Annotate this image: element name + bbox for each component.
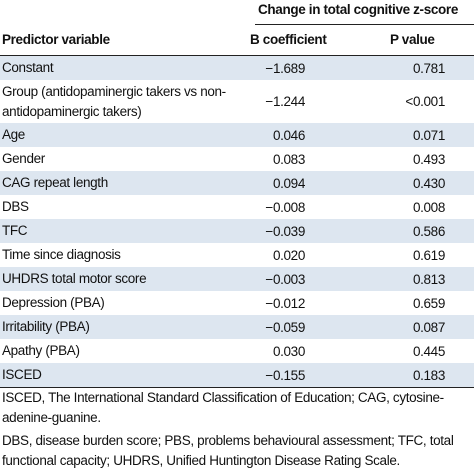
row-label: Gender [2, 151, 45, 166]
table-row: Gender 0.083 0.493 [0, 147, 474, 171]
cell: 0.619 [412, 247, 445, 263]
row-label: Constant [2, 60, 54, 75]
table-body: Constant −1.689 0.781 Group (antidopaminerg… [0, 56, 474, 388]
row-label: Irritability (PBA) [2, 319, 90, 334]
column-header: B coefficient [250, 32, 327, 47]
cell: 0.430 [412, 175, 445, 191]
spanning-header: Change in total cognitive z-score [258, 2, 458, 17]
column-header: Predictor variable [2, 32, 110, 47]
row-label: ISCED [2, 367, 42, 382]
cell: 0.083 [272, 151, 305, 167]
table-row: Age 0.046 0.071 [0, 123, 474, 147]
row-label: UHDRS total motor score [2, 271, 147, 286]
table-row: CAG repeat length 0.094 0.430 [0, 171, 474, 195]
cell: −0.059 [265, 319, 305, 335]
table-row: Irritability (PBA) −0.059 0.087 [0, 315, 474, 339]
row-label: DBS [2, 199, 29, 214]
cell: 0.030 [272, 343, 305, 359]
footnote: ISCED, The International Standard Classi… [2, 390, 444, 425]
table-row: DBS −0.008 0.008 [0, 195, 474, 219]
cell: 0.008 [412, 199, 445, 215]
row-label: Apathy (PBA) [2, 343, 80, 358]
table-row: Time since diagnosis 0.020 0.619 [0, 243, 474, 267]
cell: 0.445 [412, 343, 445, 359]
row-label: CAG repeat length [2, 175, 108, 190]
cell: −1.689 [265, 60, 305, 76]
table-row: Constant −1.689 0.781 [0, 56, 474, 80]
rule [255, 24, 474, 25]
row-label: Time since diagnosis [2, 247, 121, 262]
cell: 0.183 [412, 367, 445, 383]
table-row: Apathy (PBA) 0.030 0.445 [0, 339, 474, 363]
table-row: ISCED −0.155 0.183 [0, 363, 474, 387]
cell: 0.071 [412, 127, 445, 143]
row-label: Age [2, 127, 25, 142]
cell: −0.039 [265, 223, 305, 239]
cell: 0.046 [272, 127, 305, 143]
table-row: Group (antidopaminergic takers vs non-an… [0, 80, 474, 123]
cell: 0.659 [412, 295, 445, 311]
column-header: P value [390, 32, 435, 47]
cell: 0.020 [272, 247, 305, 263]
cell: −0.003 [265, 271, 305, 287]
cell: 0.493 [412, 151, 445, 167]
cell: 0.813 [412, 271, 445, 287]
cell: 0.094 [272, 175, 305, 191]
table-row: UHDRS total motor score −0.003 0.813 [0, 267, 474, 291]
cell: <0.001 [405, 94, 445, 109]
table-row: TFC −0.039 0.586 [0, 219, 474, 243]
cell: 0.087 [412, 319, 445, 335]
header-row: Predictor variable B coefficient P value [0, 28, 474, 56]
table-row: Depression (PBA) −0.012 0.659 [0, 291, 474, 315]
footnotes: ISCED, The International Standard Classi… [2, 388, 472, 474]
row-label: Depression (PBA) [2, 295, 105, 310]
cell: −0.012 [265, 295, 305, 311]
footnote: DBS, disease burden score; PBS, problems… [2, 433, 454, 468]
cell: −0.008 [265, 199, 305, 215]
cell: 0.781 [412, 60, 445, 76]
cell: 0.586 [412, 223, 445, 239]
row-label: Group (antidopaminergic takers vs non-an… [2, 83, 226, 119]
cell: −0.155 [265, 367, 305, 383]
row-label: TFC [2, 223, 28, 238]
cell: −1.244 [265, 94, 305, 109]
